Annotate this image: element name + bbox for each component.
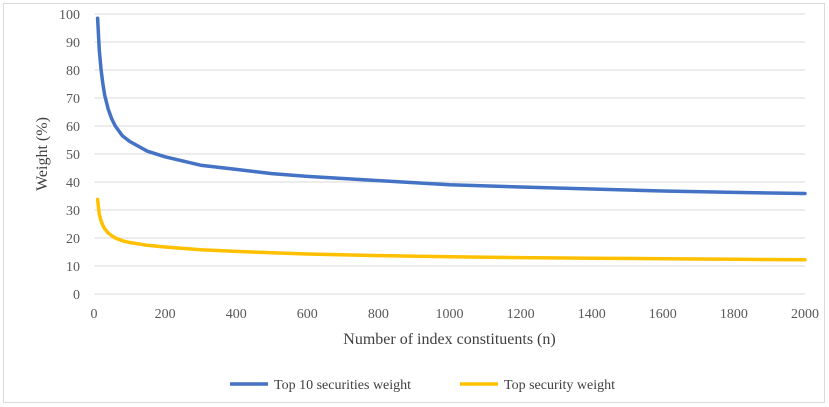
legend: Top 10 securities weight Top security wei… — [230, 378, 615, 393]
y-tick-label: 90 — [66, 36, 80, 51]
y-tick-label: 100 — [59, 8, 80, 23]
x-tick-label: 400 — [226, 307, 247, 322]
y-tick-label: 60 — [66, 120, 80, 135]
x-tick-label: 1000 — [436, 307, 464, 322]
series-line-2 — [95, 197, 807, 262]
gridlines — [94, 13, 805, 267]
y-tick-label: 40 — [66, 176, 80, 191]
x-tick-label: 1600 — [649, 307, 677, 322]
x-tick-label: 800 — [368, 307, 389, 322]
y-tick-label: 50 — [66, 148, 80, 163]
x-tick-label: 0 — [91, 307, 98, 322]
x-tick-label: 2000 — [791, 307, 819, 322]
y-axis-title: Weight (%) — [34, 117, 51, 191]
legend-label: Top security weight — [504, 378, 615, 393]
legend-label: Top 10 securities weight — [274, 378, 411, 393]
y-tick-label: 80 — [66, 64, 80, 79]
y-tick-label: 20 — [66, 232, 80, 247]
x-tick-label: 600 — [297, 307, 318, 322]
y-tick-label: 70 — [66, 92, 80, 107]
x-tick-label: 1800 — [720, 307, 748, 322]
y-axis-ticks: 0 10 20 30 40 50 60 70 80 90 100 — [59, 8, 80, 303]
series-line-1 — [95, 16, 807, 196]
x-tick-label: 1400 — [578, 307, 606, 322]
y-tick-label: 10 — [66, 260, 80, 275]
y-tick-label: 0 — [73, 288, 80, 303]
x-tick-label: 200 — [155, 307, 176, 322]
y-tick-label: 30 — [66, 204, 80, 219]
series-lines — [95, 16, 807, 262]
x-axis-title: Number of index constituents (n) — [343, 331, 555, 348]
x-tick-label: 1200 — [507, 307, 535, 322]
x-axis-ticks: 0 200 400 600 800 1000 1200 1400 1600 1800 2000 — [91, 307, 820, 322]
